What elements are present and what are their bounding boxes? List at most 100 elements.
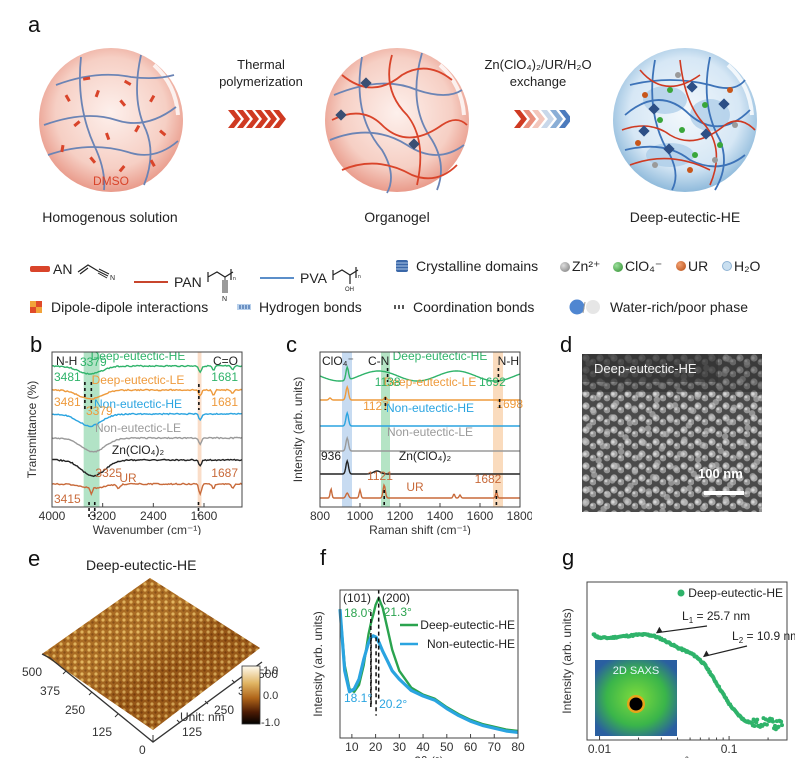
legend-label: Deep-eutectic-HE bbox=[420, 618, 515, 632]
legend-coordination-label: Coordination bonds bbox=[413, 299, 535, 315]
colorbar-tick-min: -1.0 bbox=[261, 717, 280, 728]
data-point bbox=[776, 724, 781, 729]
x-tick-label: 1400 bbox=[427, 509, 454, 523]
peak-annotation: 3481 bbox=[54, 370, 81, 384]
series-label: Deep-eutectic-HE bbox=[393, 349, 488, 363]
sem-image: Deep-eutectic-HE 100 nm bbox=[582, 354, 762, 512]
panel-f-label: f bbox=[320, 545, 327, 570]
water-icon bbox=[722, 261, 732, 271]
pan-chain-icon bbox=[134, 281, 168, 283]
legend-crystalline-label: Crystalline domains bbox=[416, 258, 539, 274]
colorbar-tick-max: 1.0 bbox=[263, 665, 278, 677]
peak-annotation: 1687 bbox=[211, 466, 238, 480]
panel-a-label: a bbox=[28, 12, 41, 37]
plot-frame bbox=[319, 351, 521, 508]
x-tick-label: 0.1 bbox=[721, 742, 738, 756]
annotation-l2-sub: 2 bbox=[739, 636, 744, 645]
urea-icon bbox=[676, 261, 686, 271]
afm-origin-label: 0 bbox=[139, 743, 146, 757]
x-axis-label: 2θ (°) bbox=[414, 754, 443, 758]
series-label: Non-eutectic-HE bbox=[386, 401, 474, 415]
legend-clo4-label: ClO₄⁻ bbox=[625, 258, 663, 274]
pva-structure-icon: n OH bbox=[332, 267, 361, 293]
series-line-1 bbox=[320, 384, 520, 401]
afm-left-tick-500: 500 bbox=[22, 665, 42, 679]
arrowhead-l2 bbox=[703, 650, 710, 657]
legend-hbond: Hydrogen bonds bbox=[237, 299, 362, 315]
legend-h2o: H₂O bbox=[722, 258, 760, 274]
x-tick-label: 2400 bbox=[140, 509, 167, 523]
highlight-band bbox=[342, 352, 352, 507]
panel-d-label: d bbox=[560, 332, 573, 357]
series-line-0 bbox=[319, 364, 521, 382]
peak-label-101: (101) bbox=[343, 591, 371, 605]
band-label-cn: C-N bbox=[368, 354, 389, 368]
arrow2-line2: exchange bbox=[509, 74, 567, 89]
arrowhead-l1 bbox=[656, 626, 663, 633]
peak-annotation: 21.3° bbox=[384, 605, 412, 619]
coordination-bond-icon bbox=[394, 305, 404, 309]
peak-label-200: (200) bbox=[382, 591, 410, 605]
legend-pan: PAN n N bbox=[134, 258, 241, 306]
series-line-5 bbox=[51, 482, 243, 497]
legend-crystalline: Crystalline domains bbox=[396, 258, 538, 274]
legend-ur-label: UR bbox=[688, 258, 709, 274]
x-axis-label: Wavenumber (cm⁻¹) bbox=[93, 523, 202, 535]
series-line-1 bbox=[51, 388, 243, 400]
band-label-nh: N-H bbox=[498, 354, 519, 368]
afm-3d-surface: 500 375 250 125 0 500 375 250 125 bbox=[22, 578, 278, 743]
pan-n-subscript: n bbox=[233, 276, 236, 282]
x-tick-label: 1200 bbox=[387, 509, 414, 523]
x-tick-label: 60 bbox=[464, 740, 478, 754]
dmso-label: DMSO bbox=[93, 174, 129, 188]
peak-annotation: 936 bbox=[321, 449, 341, 463]
data-point bbox=[755, 717, 760, 722]
inset-label: 2D SAXS bbox=[613, 665, 659, 677]
series-line-2 bbox=[51, 412, 243, 428]
x-tick-label: 1600 bbox=[467, 509, 494, 523]
data-point bbox=[779, 719, 784, 724]
x-tick-label: 70 bbox=[488, 740, 502, 754]
annotation-l2-value: = 10.9 nm bbox=[743, 629, 795, 643]
saxs-2d-inset: 2D SAXS bbox=[595, 660, 677, 736]
hydrogen-bond-icon bbox=[237, 304, 251, 310]
series-line-3 bbox=[51, 436, 243, 453]
thermal-polymerization-arrow-icon bbox=[228, 110, 286, 128]
data-point bbox=[780, 723, 784, 728]
band-label-clo4: ClO₄⁻ bbox=[322, 354, 354, 368]
peak-annotation: 20.2° bbox=[379, 697, 407, 711]
series-line-5 bbox=[320, 483, 520, 499]
series-label: Deep-eutectic-LE bbox=[384, 375, 477, 389]
organogel-sphere bbox=[325, 48, 469, 194]
legend-dipole-label: Dipole-dipole interactions bbox=[51, 299, 209, 315]
annotation-l2-main: L bbox=[732, 629, 739, 643]
pan-n-label: N bbox=[222, 296, 227, 303]
highlight-band bbox=[83, 352, 100, 507]
legend-pva-label: PVA bbox=[300, 270, 327, 286]
peak-annotation: 1127 bbox=[363, 399, 389, 413]
caption-organogel: Organogel bbox=[364, 209, 430, 225]
an-monomer-icon bbox=[30, 266, 50, 272]
scale-bar bbox=[704, 491, 744, 495]
peak-annotation: 1681 bbox=[211, 395, 238, 409]
x-tick-label: 40 bbox=[416, 740, 430, 754]
peak-annotation: 3379 bbox=[86, 404, 113, 418]
x-tick-label: 1800 bbox=[507, 509, 532, 523]
series-line-3 bbox=[320, 435, 520, 452]
x-tick-label: 1000 bbox=[347, 509, 374, 523]
legend-pva: PVA n OH bbox=[260, 258, 366, 298]
sem-title: Deep-eutectic-HE bbox=[594, 361, 697, 376]
series-line-2 bbox=[320, 410, 520, 427]
afm-unit-label: Unit: nm bbox=[180, 710, 225, 724]
x-tick-label: 10 bbox=[345, 740, 359, 754]
legend-water-phase: Water-rich/poor phase bbox=[568, 299, 748, 315]
data-point bbox=[771, 719, 775, 724]
x-tick-label: 30 bbox=[393, 740, 407, 754]
pva-n-subscript: n bbox=[358, 274, 361, 280]
annotation-l1-sub: 1 bbox=[689, 616, 694, 625]
x-tick-label: 1600 bbox=[191, 509, 218, 523]
peak-annotation: 3481 bbox=[54, 395, 81, 409]
afm-colorbar: 1.0 0.0 -1.0 bbox=[241, 665, 280, 728]
y-axis-label: Intensity (arb. units) bbox=[311, 611, 325, 716]
